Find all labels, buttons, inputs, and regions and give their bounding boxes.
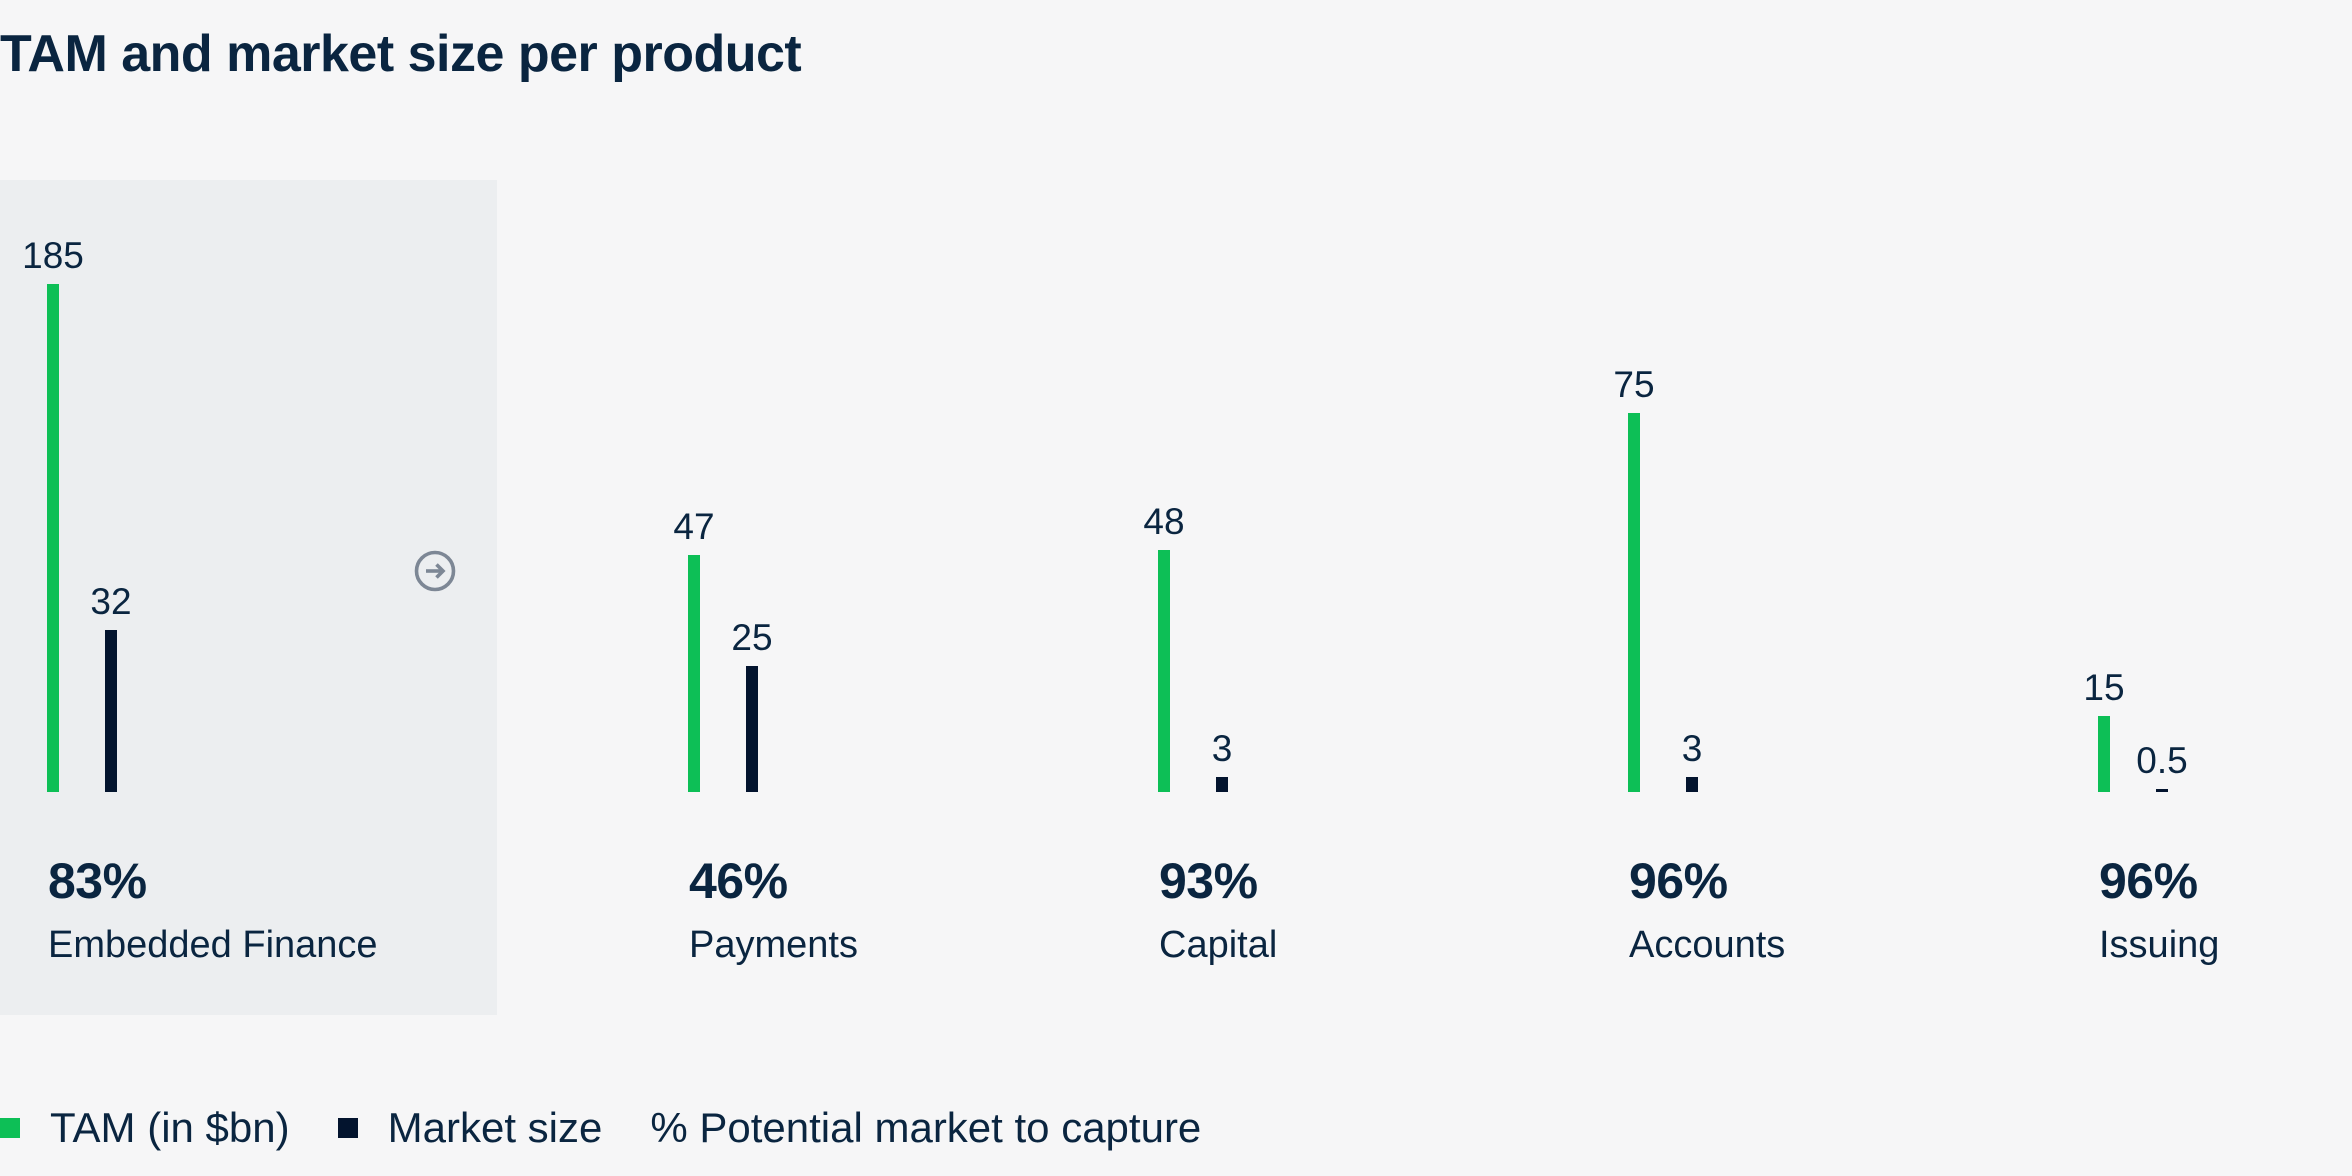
tam-bar	[1158, 550, 1170, 792]
market-size-bar	[746, 666, 758, 792]
legend-item-market-size: Market size	[337, 1104, 603, 1152]
market-size-bar	[105, 630, 117, 792]
capture-percentage: 93%	[1159, 853, 1258, 909]
legend-label-market-size: Market size	[387, 1104, 603, 1151]
tam-value-label: 47	[673, 506, 715, 547]
legend-swatch-market-size-icon	[337, 1118, 358, 1138]
arrow-right-circle-icon	[414, 550, 456, 592]
market-size-bar	[2156, 789, 2168, 792]
legend-label-tam: TAM (in $bn)	[50, 1104, 290, 1151]
market-size-bar	[1216, 777, 1228, 792]
market-size-bar	[1686, 777, 1698, 792]
highlight-panel-embedded-finance	[0, 180, 497, 1015]
tam-value-label: 75	[1613, 364, 1655, 405]
product-name: Embedded Finance	[48, 924, 378, 966]
tam-value-label: 48	[1143, 501, 1185, 542]
legend-label-capture-pct: % Potential market to capture	[650, 1104, 1202, 1151]
market-size-value-label: 3	[1211, 728, 1233, 769]
legend-swatch-tam-icon	[0, 1118, 20, 1138]
chart-title: TAM and market size per product	[0, 25, 802, 83]
capture-percentage: 96%	[2099, 853, 2198, 909]
tam-value-label: 15	[2083, 667, 2125, 708]
tam-value-label: 185	[22, 235, 84, 276]
product-name: Payments	[689, 924, 858, 966]
market-size-value-label: 3	[1681, 728, 1703, 769]
product-name: Capital	[1159, 924, 1278, 966]
tam-bar	[47, 284, 59, 792]
market-size-value-label: 32	[90, 581, 132, 622]
tam-bar	[2098, 716, 2110, 792]
product-name: Issuing	[2099, 924, 2220, 966]
legend-item-tam: TAM (in $bn)	[0, 1104, 290, 1152]
legend: TAM (in $bn) Market size % Potential mar…	[0, 1104, 1201, 1152]
market-size-value-label: 0.5	[2136, 740, 2188, 781]
capture-percentage: 96%	[1629, 853, 1728, 909]
market-size-value-label: 25	[731, 617, 773, 658]
capture-percentage: 46%	[689, 853, 788, 909]
product-name: Accounts	[1629, 924, 1786, 966]
next-arrow-button[interactable]	[413, 549, 457, 593]
tam-bar	[688, 555, 700, 792]
capture-percentage: 83%	[48, 853, 147, 909]
legend-item-capture-pct: % Potential market to capture	[650, 1104, 1201, 1152]
tam-bar	[1628, 413, 1640, 792]
